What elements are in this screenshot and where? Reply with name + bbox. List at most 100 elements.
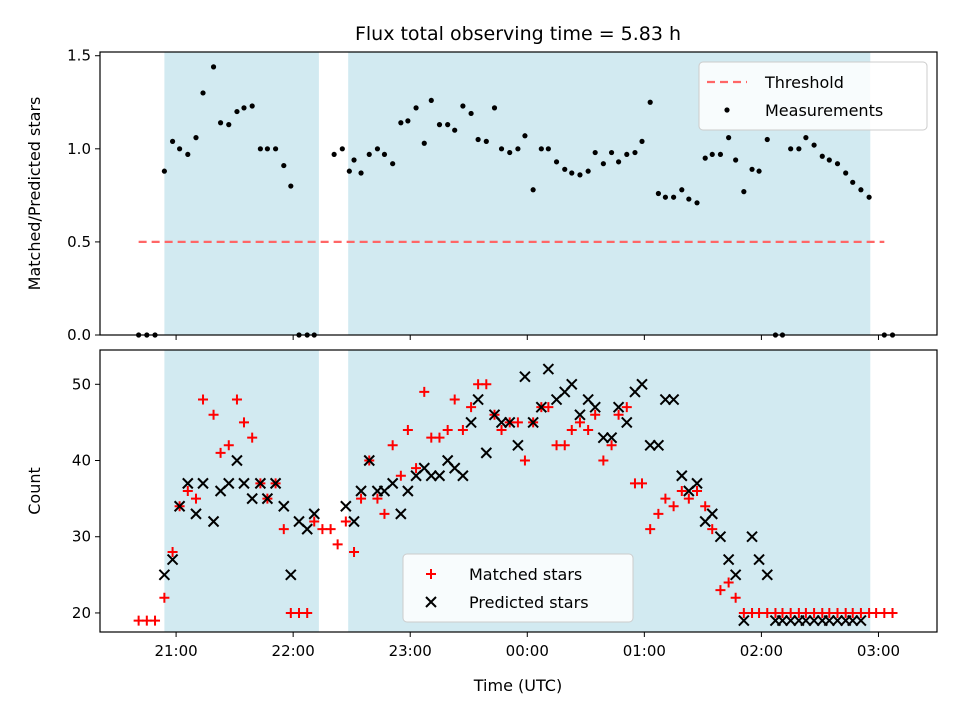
measurement-point — [811, 142, 817, 148]
matched-star-point — [387, 440, 398, 451]
matched-star-point — [332, 539, 343, 550]
measurement-point — [834, 161, 841, 167]
predicted-star-point — [738, 614, 750, 627]
predicted-star-point — [231, 454, 243, 467]
matched-star-point — [215, 447, 226, 458]
y-axis-label: Count — [25, 467, 44, 515]
series-predicted-stars — [158, 363, 867, 627]
measurement-point — [475, 136, 481, 143]
measurement-point — [413, 105, 419, 111]
measurement-point — [756, 168, 762, 174]
predicted-star-point — [691, 477, 703, 490]
measurement-point — [217, 120, 224, 126]
matched-star-point — [496, 425, 507, 436]
measurement-point — [686, 196, 692, 202]
measurement-point — [592, 149, 598, 156]
predicted-star-point — [340, 500, 352, 512]
predicted-star-point — [465, 416, 477, 429]
measurement-point — [161, 168, 167, 174]
x-tick-label: 22:00 — [272, 642, 315, 660]
matched-star-point — [247, 432, 258, 443]
matched-star-point — [590, 409, 601, 420]
legend-label: Matched stars — [469, 565, 582, 584]
matched-star-point — [231, 394, 242, 405]
measurement-point — [826, 157, 832, 163]
y-tick-label: 40 — [72, 452, 91, 470]
measurement-point — [694, 200, 700, 206]
predicted-star-point — [207, 515, 220, 528]
measurement-point — [569, 170, 575, 176]
y-tick-label: 30 — [72, 528, 91, 546]
predicted-star-point — [519, 370, 531, 383]
measurement-point — [615, 159, 622, 165]
measurement-point — [515, 146, 521, 152]
predicted-star-point — [823, 614, 836, 627]
measurement-point — [351, 157, 357, 163]
matched-star-point — [379, 508, 390, 519]
measurement-point — [788, 146, 794, 152]
predicted-star-point — [348, 515, 360, 528]
y-axis-label: Matched/Predicted stars — [25, 97, 44, 291]
matched-star-point — [208, 409, 219, 420]
matched-star-point — [653, 508, 664, 519]
predicted-star-point — [659, 393, 672, 406]
predicted-star-point — [855, 614, 867, 627]
measurement-point — [436, 122, 443, 128]
matched-star-point — [519, 455, 530, 466]
predicted-star-point — [395, 508, 407, 520]
ratio-panel: 0.0 0.5 1.0 1.5 Matched/Predicted stars Thres… — [25, 47, 938, 344]
matched-star-point — [372, 493, 383, 504]
predicted-star-point — [566, 378, 578, 391]
matched-star-point — [637, 478, 648, 489]
matched-star-point — [621, 402, 632, 413]
matched-star-point — [402, 425, 413, 436]
measurement-point — [193, 135, 199, 141]
measurement-point — [428, 97, 434, 104]
measurement-point — [585, 168, 591, 174]
series-matched-stars — [133, 379, 898, 626]
measurement-point — [866, 194, 872, 200]
predicted-star-point — [223, 477, 235, 490]
x-tick-label: 00:00 — [506, 642, 549, 660]
matched-star-point — [150, 615, 161, 626]
predicted-star-point — [589, 401, 601, 413]
matched-star-point — [606, 440, 617, 451]
predicted-star-point — [158, 569, 171, 581]
predicted-star-point — [652, 439, 665, 451]
predicted-star-point — [644, 439, 656, 451]
measurement-point — [185, 151, 191, 158]
predicted-star-point — [246, 492, 258, 505]
legend-box — [402, 553, 634, 623]
predicted-star-point — [190, 508, 202, 520]
predicted-star-point — [800, 614, 812, 627]
measurement-point — [460, 103, 466, 109]
legend-measurement-swatch — [724, 107, 730, 113]
measurement-point — [390, 161, 396, 167]
predicted-star-point — [504, 416, 516, 429]
predicted-star-point — [480, 447, 493, 459]
measurement-point — [483, 138, 489, 144]
measurement-point — [507, 149, 513, 156]
matched-star-point — [349, 546, 360, 557]
matched-star-point — [707, 524, 718, 535]
predicted-star-point — [433, 470, 446, 482]
measurement-point — [522, 133, 528, 139]
predicted-star-point — [355, 485, 367, 497]
matched-star-point — [466, 402, 477, 413]
y-tick-label: 0.5 — [67, 233, 91, 251]
predicted-star-point — [714, 531, 727, 543]
legend-label: Measurements — [765, 101, 883, 120]
measurement-point — [241, 105, 247, 111]
predicted-star-point — [402, 485, 414, 497]
matched-star-point — [419, 386, 430, 397]
measurement-point — [843, 170, 849, 176]
legend-predicted-swatch — [425, 596, 437, 608]
predicted-star-point — [254, 477, 267, 490]
measurement-point — [405, 118, 411, 124]
matched-star-point — [395, 470, 406, 481]
legend: Threshold Measurements — [698, 61, 928, 131]
matched-star-point — [574, 417, 585, 428]
predicted-star-point — [166, 553, 179, 566]
predicted-star-point — [808, 614, 820, 627]
matched-star-point — [302, 607, 313, 618]
